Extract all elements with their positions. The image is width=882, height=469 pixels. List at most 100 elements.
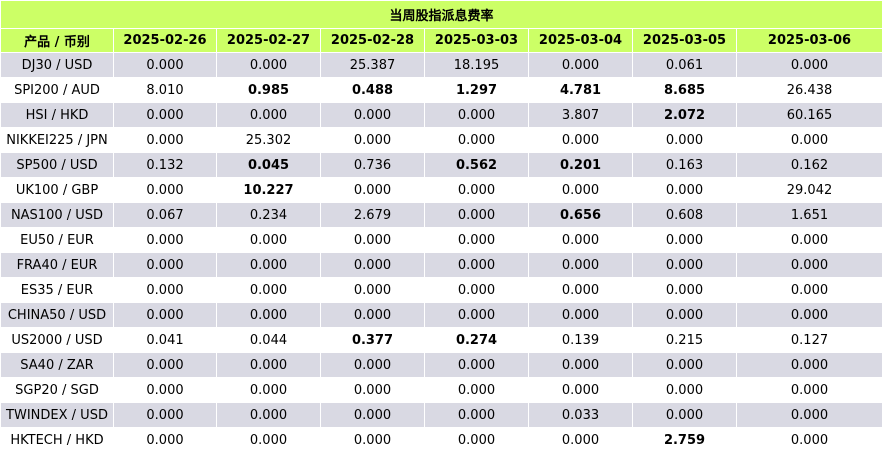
rate-cell: 0.000 [113,102,217,128]
rate-cell: 1.651 [735,202,882,228]
rate-cell: 0.000 [735,52,882,78]
rate-cell: 0.000 [632,352,737,378]
rate-cell: 0.000 [735,252,882,278]
table-row: UK100 / GBP 0.000 10.227 0.000 0.000 0.000 0.0… [0,177,882,203]
rate-cell: 0.736 [320,152,425,178]
rate-cell: 0.000 [113,402,217,428]
product-cell: EU50 / EUR [0,227,114,253]
rate-cell: 0.000 [632,277,737,303]
product-cell: SGP20 / SGD [0,377,114,403]
product-cell: UK100 / GBP [0,177,114,203]
rate-cell: 0.000 [424,352,529,378]
rate-cell: 0.000 [735,377,882,403]
rate-cell: 0.562 [424,152,529,178]
rate-cell: 0.000 [113,127,217,153]
rate-cell: 0.000 [528,227,633,253]
product-cell: SA40 / ZAR [0,352,114,378]
rate-cell: 0.000 [113,252,217,278]
rate-cell: 26.438 [735,77,882,103]
rate-cell: 0.000 [216,227,321,253]
rate-cell: 25.302 [216,127,321,153]
rate-cell: 0.000 [424,202,529,228]
rate-cell: 0.000 [528,252,633,278]
table-body: DJ30 / USD 0.000 0.000 25.387 18.195 0.000 0.0… [0,52,882,453]
rate-cell: 0.044 [216,327,321,353]
rate-cell: 10.227 [216,177,321,203]
rate-cell: 0.000 [216,252,321,278]
rate-cell: 0.000 [528,302,633,328]
rate-cell: 0.215 [632,327,737,353]
table-row: SA40 / ZAR 0.000 0.000 0.000 0.000 0.000 0.000… [0,352,882,378]
table-row: NIKKEI225 / JPN 0.000 25.302 0.000 0.000 0.00… [0,127,882,153]
rate-cell: 0.000 [424,402,529,428]
rate-cell: 0.000 [320,402,425,428]
rate-cell: 0.033 [528,402,633,428]
rate-cell: 0.000 [113,377,217,403]
rate-cell: 0.000 [528,127,633,153]
rate-cell: 18.195 [424,52,529,78]
rate-cell: 0.488 [320,77,425,103]
rate-cell: 0.000 [735,227,882,253]
rate-cell: 8.685 [632,77,737,103]
product-cell: HSI / HKD [0,102,114,128]
rate-cell: 0.045 [216,152,321,178]
rate-cell: 0.608 [632,202,737,228]
column-header-date: 2025-03-06 [735,28,882,53]
rate-cell: 0.000 [113,277,217,303]
table-row: HKTECH / HKD 0.000 0.000 0.000 0.000 0.000 2.7… [0,427,882,453]
table-row: HSI / HKD 0.000 0.000 0.000 0.000 3.807 2.072 6… [0,102,882,128]
rate-cell: 0.000 [424,227,529,253]
rate-cell: 0.000 [320,127,425,153]
column-header-date: 2025-02-28 [320,28,425,53]
product-cell: NAS100 / USD [0,202,114,228]
rate-cell: 0.000 [424,102,529,128]
rate-cell: 0.000 [320,277,425,303]
column-header-date: 2025-02-26 [113,28,217,53]
table-title: 当周股指派息费率 [0,0,882,29]
rate-cell: 0.000 [320,352,425,378]
rate-cell: 0.000 [735,302,882,328]
table-row: SP500 / USD 0.132 0.045 0.736 0.562 0.201 0.16… [0,152,882,178]
table-row: TWINDEX / USD 0.000 0.000 0.000 0.000 0.033 0.… [0,402,882,428]
table-row: CHINA50 / USD 0.000 0.000 0.000 0.000 0.000 0.… [0,302,882,328]
table-row: US2000 / USD 0.041 0.044 0.377 0.274 0.139 0.2… [0,327,882,353]
table-row: SPI200 / AUD 8.010 0.985 0.488 1.297 4.781 8.6… [0,77,882,103]
rate-cell: 0.000 [216,52,321,78]
rate-cell: 0.000 [735,402,882,428]
rate-cell: 0.000 [424,127,529,153]
rate-cell: 25.387 [320,52,425,78]
rate-cell: 29.042 [735,177,882,203]
product-cell: ES35 / EUR [0,277,114,303]
rate-cell: 0.000 [113,227,217,253]
rate-cell: 0.000 [528,277,633,303]
title-row: 当周股指派息费率 [0,0,882,29]
rate-cell: 0.000 [320,227,425,253]
rate-cell: 1.297 [424,77,529,103]
rate-cell: 3.807 [528,102,633,128]
rate-cell: 0.000 [113,352,217,378]
rate-cell: 0.000 [424,427,529,453]
rate-cell: 0.377 [320,327,425,353]
rate-cell: 0.000 [735,352,882,378]
column-header-date: 2025-02-27 [216,28,321,53]
product-cell: DJ30 / USD [0,52,114,78]
rate-cell: 0.000 [528,427,633,453]
rate-cell: 2.679 [320,202,425,228]
product-cell: SP500 / USD [0,152,114,178]
dividend-rate-table: 当周股指派息费率 产品 / 币别 2025-02-26 2025-02-27 2… [0,0,882,453]
rate-cell: 0.000 [632,177,737,203]
rate-cell: 0.000 [113,302,217,328]
product-cell: NIKKEI225 / JPN [0,127,114,153]
column-header-date: 2025-03-03 [424,28,529,53]
table-row: FRA40 / EUR 0.000 0.000 0.000 0.000 0.000 0.00… [0,252,882,278]
rate-cell: 0.000 [216,302,321,328]
rate-cell: 0.000 [632,402,737,428]
product-cell: HKTECH / HKD [0,427,114,453]
rate-cell: 0.067 [113,202,217,228]
rate-cell: 0.000 [216,352,321,378]
rate-cell: 2.759 [632,427,737,453]
rate-cell: 0.000 [528,377,633,403]
column-header-date: 2025-03-04 [528,28,633,53]
rate-cell: 0.274 [424,327,529,353]
rate-cell: 0.000 [320,302,425,328]
